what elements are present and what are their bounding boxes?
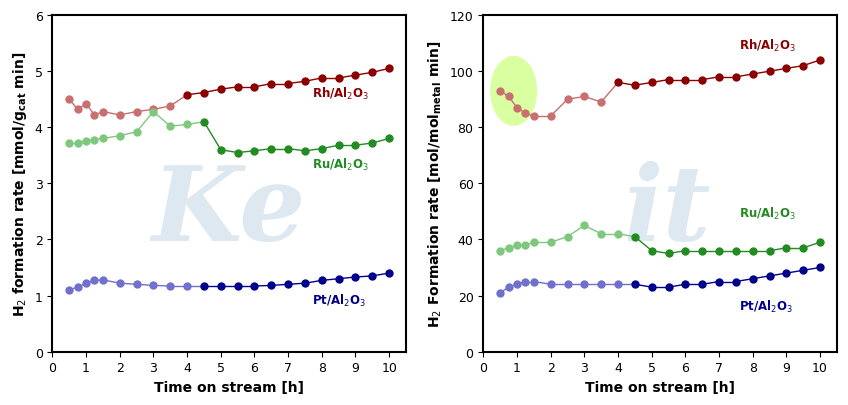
Y-axis label: H$_2$ Formation rate [mol/mol$_\mathregular{metal}$ min]: H$_2$ Formation rate [mol/mol$_\mathregu… xyxy=(427,40,444,327)
Text: Pt/Al$_2$O$_3$: Pt/Al$_2$O$_3$ xyxy=(739,298,793,314)
Text: Ke: Ke xyxy=(152,160,306,261)
Text: Pt/Al$_2$O$_3$: Pt/Al$_2$O$_3$ xyxy=(312,292,365,308)
Text: Rh/Al$_2$O$_3$: Rh/Al$_2$O$_3$ xyxy=(739,38,796,54)
X-axis label: Time on stream [h]: Time on stream [h] xyxy=(154,380,304,394)
Y-axis label: H$_2$ formation rate [mmol/g$_\mathregular{cat}$ min]: H$_2$ formation rate [mmol/g$_\mathregul… xyxy=(11,52,29,316)
Text: Ru/Al$_2$O$_3$: Ru/Al$_2$O$_3$ xyxy=(312,156,369,173)
Text: Rh/Al$_2$O$_3$: Rh/Al$_2$O$_3$ xyxy=(312,85,369,101)
Ellipse shape xyxy=(490,57,537,127)
Text: it: it xyxy=(623,160,711,261)
X-axis label: Time on stream [h]: Time on stream [h] xyxy=(585,380,735,394)
Text: Ru/Al$_2$O$_3$: Ru/Al$_2$O$_3$ xyxy=(739,205,796,222)
